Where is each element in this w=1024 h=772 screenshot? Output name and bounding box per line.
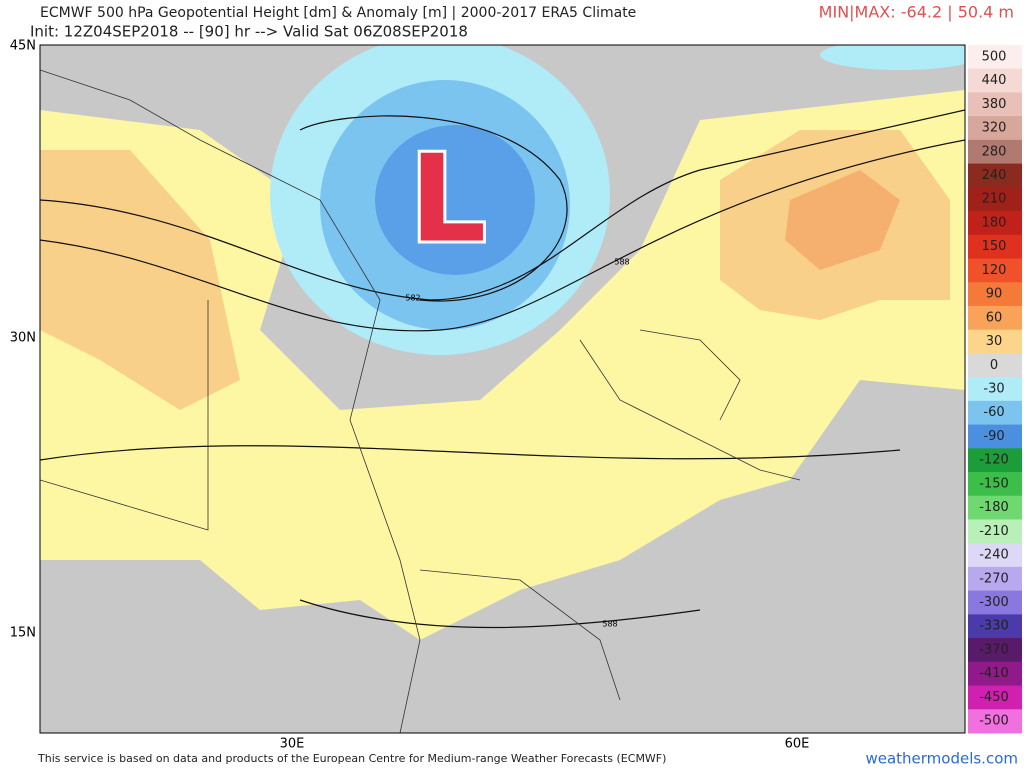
colorbar-swatch	[968, 163, 1022, 188]
colorbar-swatch	[968, 400, 1022, 426]
colorbar-label: -240	[979, 548, 1009, 563]
colorbar-label: -30	[983, 382, 1004, 397]
colorbar-label: 120	[982, 263, 1007, 278]
colorbar-swatch	[968, 519, 1022, 544]
colorbar-swatch	[968, 709, 1022, 734]
lat-label: 30N	[10, 331, 36, 346]
colorbar-label: 210	[982, 192, 1007, 207]
colorbar-label: -210	[979, 524, 1009, 539]
colorbar-swatch	[968, 329, 1022, 354]
colorbar-label: 280	[982, 144, 1007, 159]
colorbar-swatch	[968, 685, 1022, 710]
colorbar-swatch	[968, 45, 1022, 70]
colorbar-label: 90	[986, 287, 1003, 302]
colorbar-swatch	[968, 566, 1022, 592]
colorbar-swatch	[968, 448, 1022, 473]
colorbar-label: 0	[990, 358, 998, 373]
colorbar-label: -150	[979, 476, 1009, 491]
map: L 588 582 588 45N 30N 15N 30E 60E	[10, 39, 966, 752]
colorbar-swatch	[968, 139, 1022, 165]
colorbar-swatch	[968, 92, 1022, 117]
colorbar-label: 440	[982, 73, 1007, 88]
site: weathermodels.com	[865, 750, 1018, 768]
colorbar-swatch	[968, 472, 1022, 497]
colorbar-label: -500	[979, 714, 1009, 729]
title: ECMWF 500 hPa Geopotential Height [dm] &…	[40, 5, 636, 21]
lat-label: 45N	[10, 39, 36, 54]
contour-label: 588	[614, 258, 629, 267]
lat-label: 15N	[10, 626, 36, 641]
colorbar-swatch	[968, 305, 1022, 331]
colorbar-label: -330	[979, 619, 1009, 634]
colorbar-swatch	[968, 495, 1022, 520]
colorbar-swatch	[968, 424, 1022, 449]
colorbar-swatch	[968, 234, 1022, 260]
colorbar-swatch	[968, 187, 1022, 212]
colorbar-label: -120	[979, 453, 1009, 468]
colorbar-label: -410	[979, 666, 1009, 681]
colorbar-swatch	[968, 614, 1022, 639]
contour-label: 582	[405, 294, 420, 303]
colorbar-label: -60	[983, 405, 1004, 420]
colorbar-label: 380	[982, 97, 1007, 112]
credit: This service is based on data and produc…	[37, 752, 666, 765]
colorbar-label: -450	[979, 690, 1009, 705]
colorbar-swatch	[968, 661, 1022, 687]
colorbar: 500 440 380 320 280 240 210 180 150 120 90 60 30 0 -30…	[968, 45, 1022, 734]
colorbar-swatch	[968, 543, 1022, 568]
colorbar-label: 180	[982, 215, 1007, 230]
colorbar-swatch	[968, 590, 1022, 615]
low-marker: L	[410, 131, 486, 270]
colorbar-label: 150	[982, 239, 1007, 254]
lon-label: 60E	[785, 737, 810, 752]
colorbar-swatch	[968, 638, 1022, 663]
colorbar-label: -180	[979, 500, 1009, 515]
colorbar-swatch	[968, 211, 1022, 236]
colorbar-label: 320	[982, 121, 1007, 136]
colorbar-swatch	[968, 258, 1022, 283]
colorbar-swatch	[968, 282, 1022, 307]
colorbar-label: -370	[979, 642, 1009, 657]
colorbar-swatch	[968, 353, 1022, 378]
min-max: MIN|MAX: -64.2 | 50.4 m	[819, 3, 1014, 22]
colorbar-label: 30	[986, 334, 1003, 349]
colorbar-label: -300	[979, 595, 1009, 610]
colorbar-swatch	[968, 377, 1022, 402]
colorbar-swatch	[968, 68, 1022, 93]
colorbar-label: -90	[983, 429, 1004, 444]
init: Init: 12Z04SEP2018 -- [90] hr --> Valid …	[30, 23, 468, 41]
colorbar-label: -270	[979, 571, 1009, 586]
lon-label: 30E	[280, 737, 305, 752]
colorbar-label: 500	[982, 49, 1007, 64]
colorbar-swatch	[968, 116, 1022, 141]
colorbar-label: 240	[982, 168, 1007, 183]
colorbar-label: 60	[986, 310, 1003, 325]
contour-label: 588	[602, 620, 617, 629]
